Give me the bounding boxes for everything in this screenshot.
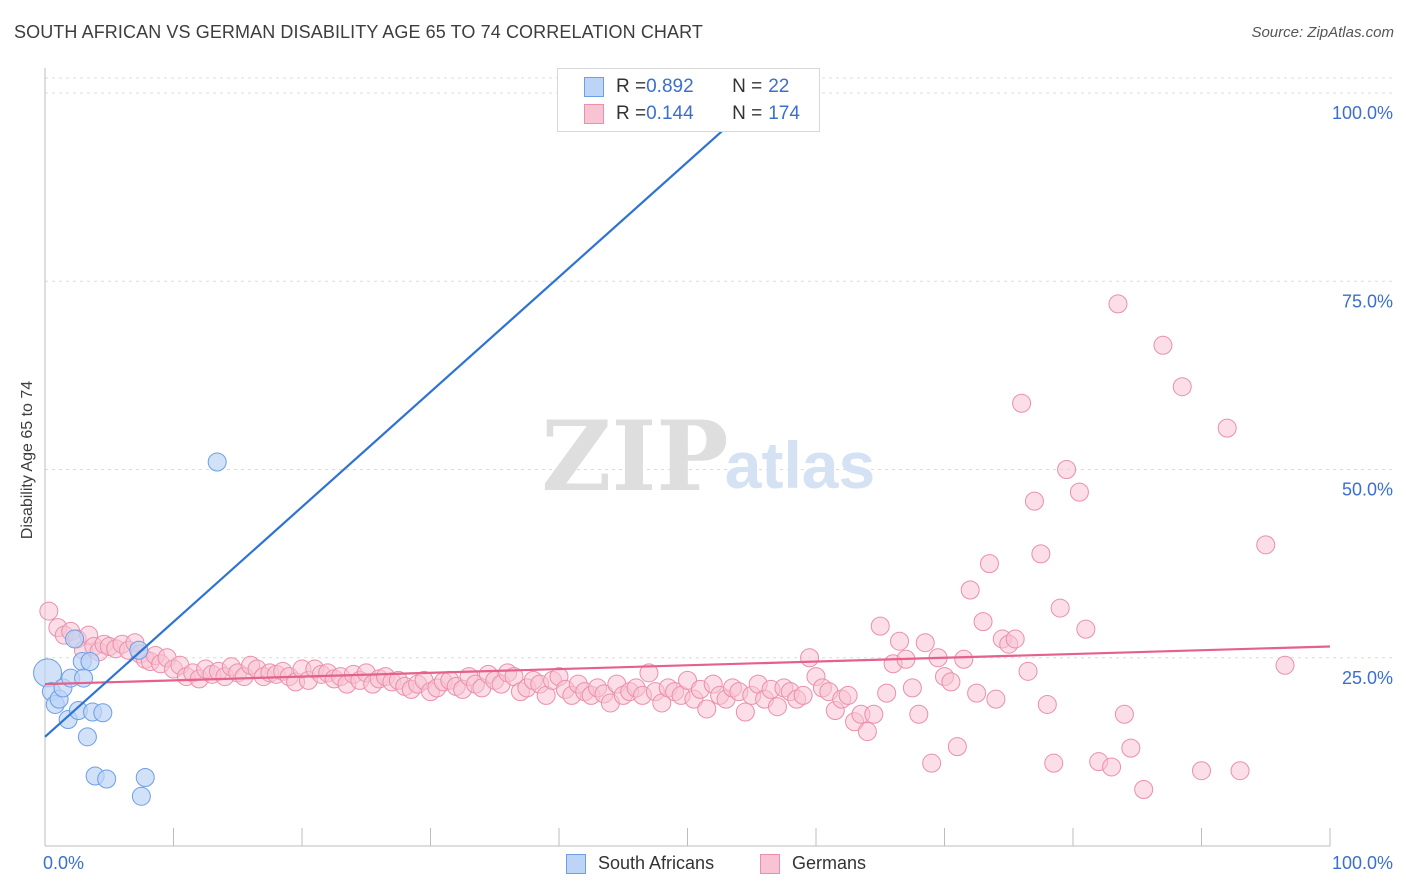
- y-tick-label: 25.0%: [1342, 668, 1393, 688]
- germans-point: [857, 722, 877, 742]
- germans-point: [902, 678, 922, 698]
- germans-legend-swatch: [760, 853, 780, 874]
- x-tick-label: 0.0%: [43, 853, 84, 873]
- legend-item-germans: Germans: [760, 853, 866, 874]
- germans-point: [800, 648, 820, 668]
- south-africans-legend-swatch: [566, 853, 586, 874]
- y-tick-label: 50.0%: [1342, 480, 1393, 500]
- germans-point: [960, 580, 980, 600]
- germans-point: [735, 702, 755, 722]
- germans-point: [890, 631, 910, 651]
- y-tick-label: 100.0%: [1332, 103, 1393, 123]
- germans-point: [915, 633, 935, 653]
- legend-label-germans: Germans: [792, 853, 867, 873]
- x-tick-label: 100.0%: [1332, 853, 1393, 873]
- south-africans-point: [77, 727, 97, 747]
- south-africans-point: [80, 652, 100, 672]
- germans-point: [1134, 780, 1154, 800]
- y-axis-label: Disability Age 65 to 74: [19, 380, 36, 540]
- legend-row-germans: R = 0.144 N = 174: [584, 103, 800, 125]
- germans-point: [1018, 661, 1038, 681]
- germans-point: [1275, 655, 1295, 675]
- germans-point: [954, 649, 974, 669]
- n-value: 174: [768, 103, 800, 124]
- legend-row-south-africans: R = 0.892 N = 22: [584, 76, 789, 98]
- germans-point: [864, 704, 884, 724]
- germans-swatch: [584, 104, 604, 124]
- germans-trend-line: [44, 645, 1331, 686]
- south-africans-point: [207, 452, 227, 472]
- legend-label-south-africans: South Africans: [598, 853, 715, 873]
- germans-point: [1230, 761, 1250, 781]
- south-africans-point: [129, 640, 149, 660]
- germans-point: [1044, 753, 1064, 773]
- n-value: 22: [768, 76, 790, 97]
- germans-point: [1121, 738, 1141, 758]
- germans-point: [1050, 598, 1070, 618]
- germans-point: [1102, 757, 1122, 777]
- legend-item-south-africans: South Africans: [566, 853, 714, 874]
- germans-point: [1037, 694, 1057, 714]
- germans-point: [1108, 294, 1128, 314]
- r-label: R =: [616, 103, 647, 124]
- n-label: N =: [732, 76, 763, 97]
- germans-point: [922, 753, 942, 773]
- south-africans-swatch: [584, 77, 604, 97]
- south-africans-point: [131, 786, 151, 806]
- germans-point: [947, 737, 967, 757]
- germans-point: [1005, 629, 1025, 649]
- germans-point: [639, 663, 659, 683]
- germans-point: [1114, 704, 1134, 724]
- germans-point: [1031, 544, 1051, 564]
- germans-point: [793, 685, 813, 705]
- germans-point: [979, 554, 999, 574]
- n-label: N =: [732, 103, 763, 124]
- germans-point: [697, 699, 717, 719]
- germans-point: [986, 689, 1006, 709]
- watermark-zip: ZIP: [541, 400, 728, 513]
- y-tick-label: 75.0%: [1342, 291, 1393, 311]
- germans-point: [1057, 460, 1077, 480]
- germans-point: [877, 683, 897, 703]
- r-label: R =: [616, 76, 647, 97]
- germans-point: [941, 672, 961, 692]
- germans-point: [870, 616, 890, 636]
- south-africans-point: [65, 629, 85, 649]
- south-africans-point: [97, 769, 117, 789]
- south-africans-point: [74, 668, 94, 688]
- source-credit: Source: ZipAtlas.com: [1251, 24, 1394, 41]
- germans-point: [767, 697, 787, 717]
- south-africans-point: [93, 703, 113, 723]
- germans-point: [967, 683, 987, 703]
- germans-point: [973, 612, 993, 632]
- germans-point: [1076, 619, 1096, 639]
- r-value: 0.892: [646, 76, 694, 97]
- germans-point: [1172, 377, 1192, 397]
- germans-point: [1012, 393, 1032, 413]
- correlation-legend: R = 0.892 N = 22 R = 0.144 N = 174: [557, 68, 820, 132]
- germans-point: [1069, 482, 1089, 502]
- chart-title: SOUTH AFRICAN VS GERMAN DISABILITY AGE 6…: [14, 22, 704, 42]
- south-africans-point: [135, 767, 155, 787]
- r-value: 0.144: [646, 103, 694, 124]
- germans-point: [39, 601, 59, 621]
- germans-point: [1153, 335, 1173, 355]
- germans-point: [1024, 491, 1044, 511]
- watermark-atlas: atlas: [725, 428, 875, 502]
- germans-point: [909, 704, 929, 724]
- germans-point: [838, 685, 858, 705]
- germans-point: [678, 670, 697, 690]
- germans-point: [1192, 761, 1211, 781]
- south-africans-trend-line: [44, 92, 766, 738]
- germans-point: [1217, 418, 1237, 438]
- germans-point: [1256, 535, 1276, 555]
